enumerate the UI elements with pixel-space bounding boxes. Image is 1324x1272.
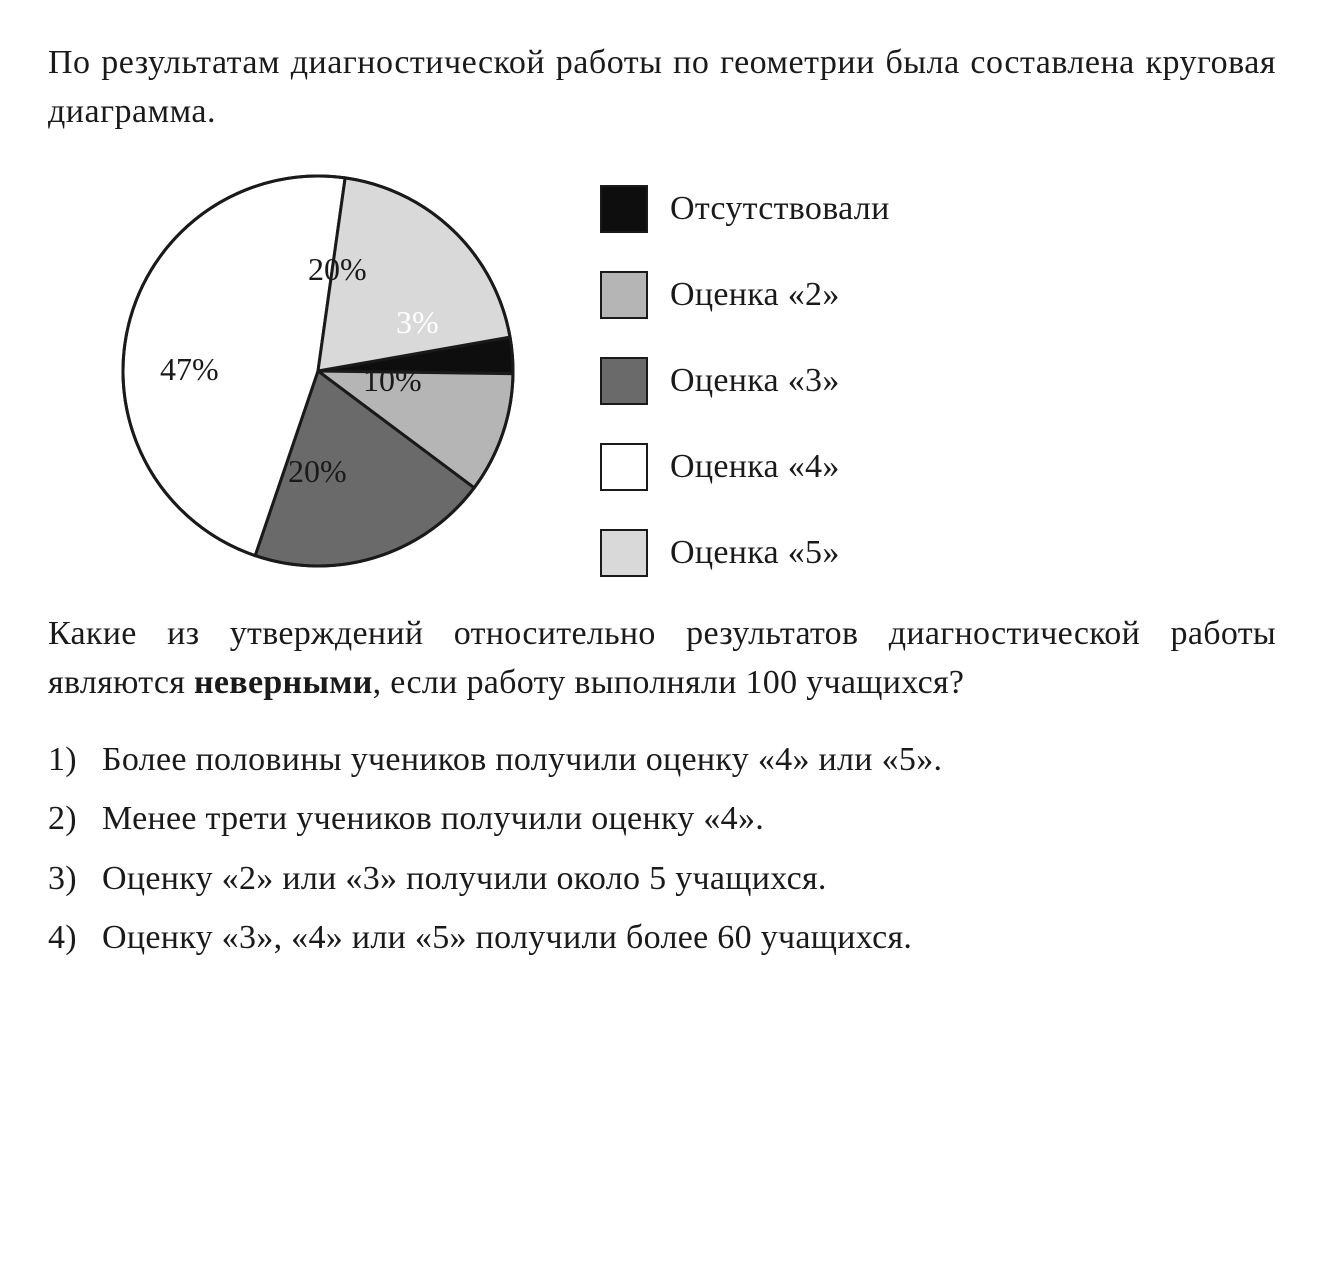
legend-swatch-grade2: [600, 271, 648, 319]
option-text: Оценку «2» или «3» получили около 5 учащ…: [102, 854, 1276, 903]
legend-label-grade5: Оценка «5»: [670, 534, 840, 572]
option-number: 1): [48, 735, 102, 784]
option-3: 3)Оценку «2» или «3» получили около 5 уч…: [48, 854, 1276, 903]
question-paragraph: Какие из утверждений относительно резуль…: [48, 609, 1276, 708]
answer-options: 1)Более половины учеников получили оценк…: [48, 735, 1276, 962]
pie-label-grade5: 20%: [308, 251, 367, 288]
legend-swatch-grade5: [600, 529, 648, 577]
option-4: 4)Оценку «3», «4» или «5» получили более…: [48, 913, 1276, 962]
option-text: Оценку «3», «4» или «5» получили более 6…: [102, 913, 1276, 962]
legend-label-grade3: Оценка «3»: [670, 362, 840, 400]
legend-row-grade5: Оценка «5»: [600, 529, 890, 577]
legend-swatch-grade4: [600, 443, 648, 491]
pie-chart: 3% 10% 20% 47% 20%: [108, 161, 528, 581]
pie-label-grade2: 10%: [363, 362, 422, 399]
option-2: 2)Менее трети учеников получили оценку «…: [48, 794, 1276, 843]
legend-row-grade3: Оценка «3»: [600, 357, 890, 405]
option-number: 3): [48, 854, 102, 903]
intro-paragraph: По результатам диагностической работы по…: [48, 38, 1276, 137]
option-number: 2): [48, 794, 102, 843]
option-number: 4): [48, 913, 102, 962]
option-text: Более половины учеников получили оценку …: [102, 735, 1276, 784]
legend-row-grade2: Оценка «2»: [600, 271, 890, 319]
legend-label-grade4: Оценка «4»: [670, 448, 840, 486]
legend: Отсутствовали Оценка «2» Оценка «3» Оценка …: [600, 161, 890, 577]
option-text: Менее трети учеников получили оценку «4»…: [102, 794, 1276, 843]
question-bold: неверными: [194, 664, 373, 701]
pie-label-grade4: 47%: [160, 351, 219, 388]
pie-label-absent: 3%: [396, 304, 439, 341]
legend-row-grade4: Оценка «4»: [600, 443, 890, 491]
option-1: 1)Более половины учеников получили оценк…: [48, 735, 1276, 784]
pie-label-grade3: 20%: [288, 453, 347, 490]
legend-swatch-absent: [600, 185, 648, 233]
legend-label-grade2: Оценка «2»: [670, 276, 840, 314]
legend-label-absent: Отсутствовали: [670, 190, 890, 228]
legend-row-absent: Отсутствовали: [600, 185, 890, 233]
question-post: , если работу выполняли 100 учащихся?: [373, 664, 965, 701]
legend-swatch-grade3: [600, 357, 648, 405]
chart-with-legend: 3% 10% 20% 47% 20% Отсутствовали Оценка «2» Оц…: [108, 161, 1276, 581]
